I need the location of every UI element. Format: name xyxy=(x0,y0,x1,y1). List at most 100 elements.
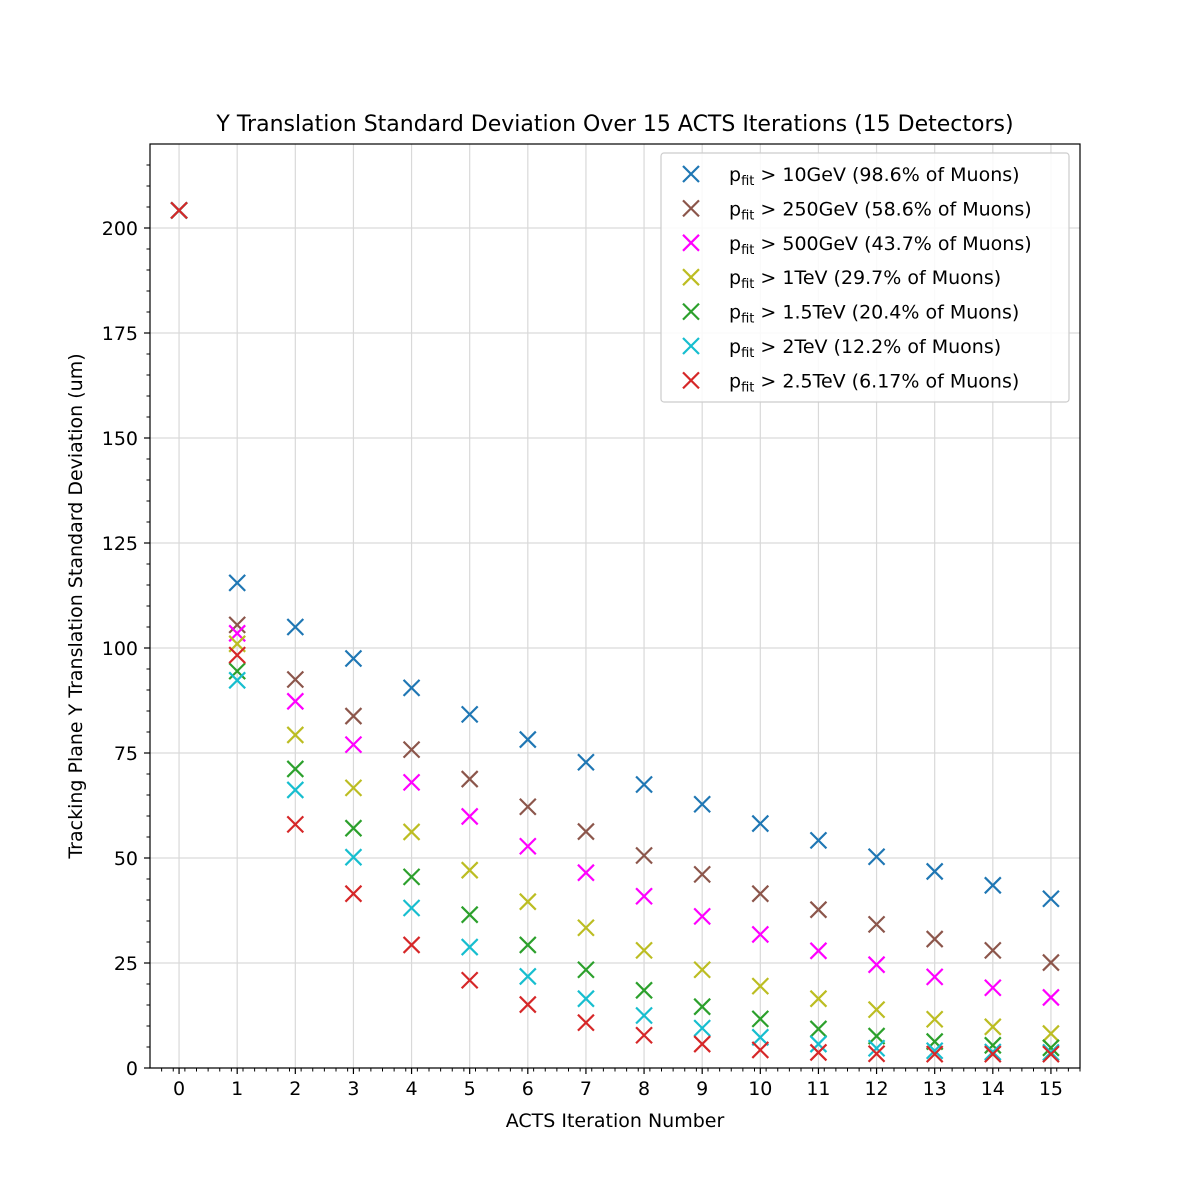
data-point-series-7 xyxy=(402,936,421,954)
legend-marker xyxy=(682,165,700,183)
data-point-series-2 xyxy=(635,846,653,865)
legend-marker xyxy=(682,337,700,355)
data-point-series-7 xyxy=(867,1044,886,1063)
legend: pfit > 10GeV (98.6% of Muons) pfit > 250G… xyxy=(660,152,1070,403)
data-point-series-6 xyxy=(402,899,421,917)
x-tick-label: 3 xyxy=(347,1078,359,1100)
data-point-series-2 xyxy=(519,797,537,816)
x-tick-label: 5 xyxy=(464,1078,476,1100)
data-point-series-4 xyxy=(286,726,305,744)
y-tick-label: 50 xyxy=(114,848,138,870)
data-point-series-3 xyxy=(635,887,653,905)
legend-marker xyxy=(682,234,700,252)
data-point-series-5 xyxy=(344,819,363,837)
x-tick-label: 14 xyxy=(981,1078,1005,1100)
data-point-series-4 xyxy=(577,918,595,937)
x-tick-label: 15 xyxy=(1039,1078,1063,1100)
x-tick-label: 4 xyxy=(406,1078,418,1100)
data-point-series-6 xyxy=(1042,1043,1060,1062)
data-point-series-4 xyxy=(693,960,711,979)
y-tick-label: 75 xyxy=(114,743,138,765)
legend-marker xyxy=(682,199,700,218)
data-point-series-3 xyxy=(577,863,595,882)
data-point-series-3 xyxy=(925,968,944,986)
data-point-series-4 xyxy=(809,989,828,1008)
data-point-series-6 xyxy=(809,1035,828,1053)
data-point-series-7 xyxy=(635,1026,653,1045)
data-point-series-5 xyxy=(751,1010,770,1028)
data-point-series-5 xyxy=(402,868,421,886)
data-point-series-4 xyxy=(519,892,537,911)
data-point-series-7 xyxy=(693,1035,711,1053)
legend-entry-label: pfit > 1.5TeV (20.4% of Muons) xyxy=(729,302,1019,327)
data-point-series-7 xyxy=(228,646,246,664)
data-point-series-3 xyxy=(751,925,770,944)
x-tick-label: 10 xyxy=(748,1078,772,1100)
data-point-series-7 xyxy=(519,995,537,1014)
data-point-series-4 xyxy=(1042,1024,1060,1043)
data-point-series-6 xyxy=(635,1006,653,1025)
data-point-series-5 xyxy=(1042,1039,1060,1057)
data-point-series-6 xyxy=(925,1042,944,1060)
data-point-series-7 xyxy=(286,815,305,834)
data-point-series-4 xyxy=(635,941,653,960)
data-point-series-5 xyxy=(693,997,711,1016)
data-point-series-5 xyxy=(460,905,479,924)
data-point-series-2 xyxy=(1042,953,1060,972)
data-point-series-1 xyxy=(984,876,1002,895)
data-point-series-1 xyxy=(751,814,770,833)
chart-title: Y Translation Standard Deviation Over 15… xyxy=(215,112,1013,137)
x-tick-label: 1 xyxy=(231,1078,243,1100)
x-tick-label: 12 xyxy=(864,1078,888,1100)
legend-entry-label: pfit > 500GeV (43.7% of Muons) xyxy=(729,233,1032,258)
data-point-series-6 xyxy=(344,848,363,866)
y-tick-label: 150 xyxy=(102,428,138,450)
grid-lines xyxy=(150,144,1080,1069)
legend-entry-label: pfit > 10GeV (98.6% of Muons) xyxy=(729,164,1020,189)
data-point-series-1 xyxy=(460,705,479,724)
data-point-series-2 xyxy=(809,900,828,919)
legend-marker xyxy=(682,371,700,390)
data-point-series-4 xyxy=(402,823,421,841)
data-point-series-1 xyxy=(519,730,537,749)
data-point-series-2 xyxy=(984,941,1002,960)
data-point-series-5 xyxy=(577,960,595,979)
data-point-series-3 xyxy=(1042,988,1060,1007)
data-point-series-1 xyxy=(635,775,653,794)
x-tick-label: 8 xyxy=(638,1078,650,1100)
data-point-series-4 xyxy=(751,977,770,995)
data-point-series-1 xyxy=(867,847,886,866)
x-axis-ticks: 0 1 2 3 4 5 6 7 8 9 10 11 12 13 14 15 xyxy=(161,1068,1081,1100)
data-point-series-3 xyxy=(519,837,537,856)
data-point-series-2 xyxy=(751,884,770,903)
data-point-series-6 xyxy=(286,781,305,799)
data-point-series-6 xyxy=(519,967,537,986)
y-tick-label: 0 xyxy=(126,1058,138,1080)
data-point-series-2 xyxy=(925,930,944,948)
data-point-series-1 xyxy=(344,649,363,668)
data-point-series-7 xyxy=(925,1045,944,1063)
y-tick-label: 25 xyxy=(114,953,138,975)
x-tick-label: 6 xyxy=(522,1078,534,1100)
data-point-series-2 xyxy=(402,740,421,759)
data-point-series-3 xyxy=(809,942,828,960)
data-point-series-1 xyxy=(809,831,828,850)
data-point-series-5 xyxy=(286,760,305,778)
data-points xyxy=(170,201,1060,1063)
data-point-series-6 xyxy=(577,989,595,1008)
y-tick-label: 175 xyxy=(102,323,138,345)
y-tick-label: 100 xyxy=(102,638,138,660)
x-axis-label: ACTS Iteration Number xyxy=(506,1110,725,1132)
data-point-series-3 xyxy=(286,692,305,711)
data-point-series-1 xyxy=(402,679,421,697)
data-point-series-4 xyxy=(984,1018,1002,1036)
data-point-series-5 xyxy=(984,1036,1002,1055)
x-tick-label: 9 xyxy=(696,1078,708,1100)
data-point-series-4 xyxy=(460,861,479,879)
data-point-series-7 xyxy=(984,1045,1002,1063)
data-point-series-2 xyxy=(577,822,595,841)
legend-marker xyxy=(682,302,700,321)
data-point-series-4 xyxy=(867,1000,886,1019)
x-tick-label: 7 xyxy=(580,1078,592,1100)
data-point-series-5 xyxy=(635,981,653,1000)
